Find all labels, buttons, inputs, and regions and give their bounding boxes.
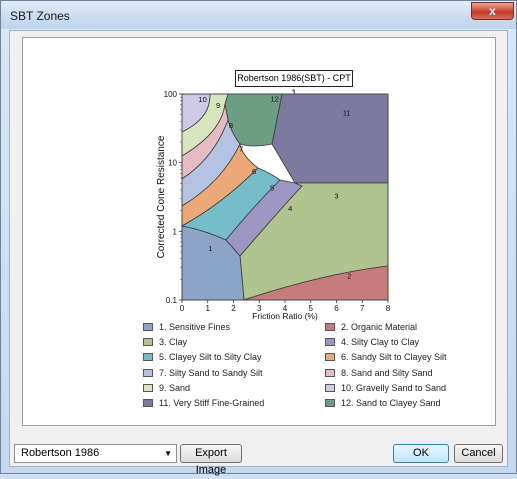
x-tick-label: 2 — [231, 304, 236, 313]
legend-swatch — [143, 323, 153, 331]
y-axis-title: Corrected Cone Resistance — [156, 135, 167, 258]
export-image-button[interactable]: Export Image — [180, 444, 242, 476]
zone-1-area — [181, 225, 245, 301]
legend-swatch — [143, 399, 153, 407]
x-tick-label: 8 — [386, 304, 391, 313]
x-tick-label: 0 — [180, 304, 185, 313]
footer-bar: Robertson 1986 ▼ Export Image OK Cancel — [10, 435, 507, 476]
dialog-client: Robertson 1986(SBT) - CPT 1 1 2 3 4 5 6 7 8 9 10 1… — [9, 30, 508, 476]
zone-12-label: 12 — [271, 95, 279, 104]
y-tick-label: 1 — [173, 227, 178, 236]
y-tick-label: 10 — [168, 159, 177, 168]
legend-label: 5. Clayey Silt to Silty Clay — [159, 352, 262, 363]
cancel-button[interactable]: Cancel — [454, 444, 503, 463]
legend-label: 6. Sandy Silt to Clayey Silt — [341, 352, 447, 363]
legend-label: 9. Sand — [159, 382, 191, 393]
legend-swatch — [143, 338, 153, 347]
chart-panel: Robertson 1986(SBT) - CPT 1 1 2 3 4 5 6 7 8 9 10 1… — [22, 37, 496, 426]
chart-title: Robertson 1986(SBT) - CPT 1 — [235, 70, 353, 98]
legend-label: 3. Clay — [159, 337, 188, 348]
zone-2-label: 2 — [347, 271, 351, 280]
legend-swatch — [325, 383, 335, 392]
legend-swatch — [325, 323, 335, 331]
legend-label: 12. Sand to Clayey Sand — [341, 398, 441, 408]
legend-label: 8. Sand and Silty Sand — [341, 367, 433, 378]
legend-label: 4. Silty Clay to Clay — [341, 337, 420, 348]
chevron-down-icon: ▼ — [164, 449, 172, 458]
title-bar: SBT Zones x — [1, 1, 516, 29]
zone-7-label: 7 — [239, 145, 243, 154]
classification-dropdown[interactable]: Robertson 1986 ▼ — [14, 444, 177, 463]
zone-4-label: 4 — [288, 204, 292, 213]
x-axis-title: Friction Ratio (%) — [252, 311, 318, 321]
x-tick-label: 7 — [360, 304, 365, 313]
zone-9-label: 9 — [216, 101, 220, 110]
x-tick-label: 1 — [206, 304, 211, 313]
close-button[interactable]: x — [471, 2, 514, 20]
zone-11-label: 11 — [343, 108, 351, 117]
x-tick-label: 4 — [283, 304, 288, 313]
zone-8-label: 8 — [229, 121, 233, 130]
legend-label: 10. Gravelly Sand to Sand — [341, 382, 447, 393]
legend-swatch — [143, 368, 153, 377]
window-title: SBT Zones — [10, 9, 70, 23]
legend-label: 1. Sensitive Fines — [159, 322, 231, 332]
legend-swatch — [325, 338, 335, 347]
legend-swatch — [325, 399, 335, 407]
legend-label: 7. Silty Sand to Sandy Silt — [159, 367, 263, 378]
legend-swatch — [325, 368, 335, 377]
dropdown-value: Robertson 1986 — [21, 447, 100, 459]
x-tick-label: 6 — [334, 304, 339, 313]
zone-6-label: 6 — [252, 167, 256, 176]
zone-5-label: 5 — [270, 184, 274, 193]
y-tick-label: 100 — [164, 90, 178, 99]
zone-3-label: 3 — [334, 192, 338, 201]
legend-swatch — [325, 353, 335, 362]
y-tick-label: 0.1 — [166, 296, 178, 305]
x-tick-label: 5 — [309, 304, 314, 313]
zone-10-label: 10 — [198, 95, 206, 104]
x-tick-label: 3 — [257, 304, 262, 313]
zone-11-area — [271, 93, 389, 184]
legend-label: 11. Very Stiff Fine-Grained — [159, 398, 265, 408]
legend-label: 2. Organic Material — [341, 322, 418, 332]
ok-button[interactable]: OK — [393, 444, 449, 463]
legend-swatch — [143, 383, 153, 392]
legend-swatch — [143, 353, 153, 362]
zone-1-label: 1 — [208, 244, 212, 253]
